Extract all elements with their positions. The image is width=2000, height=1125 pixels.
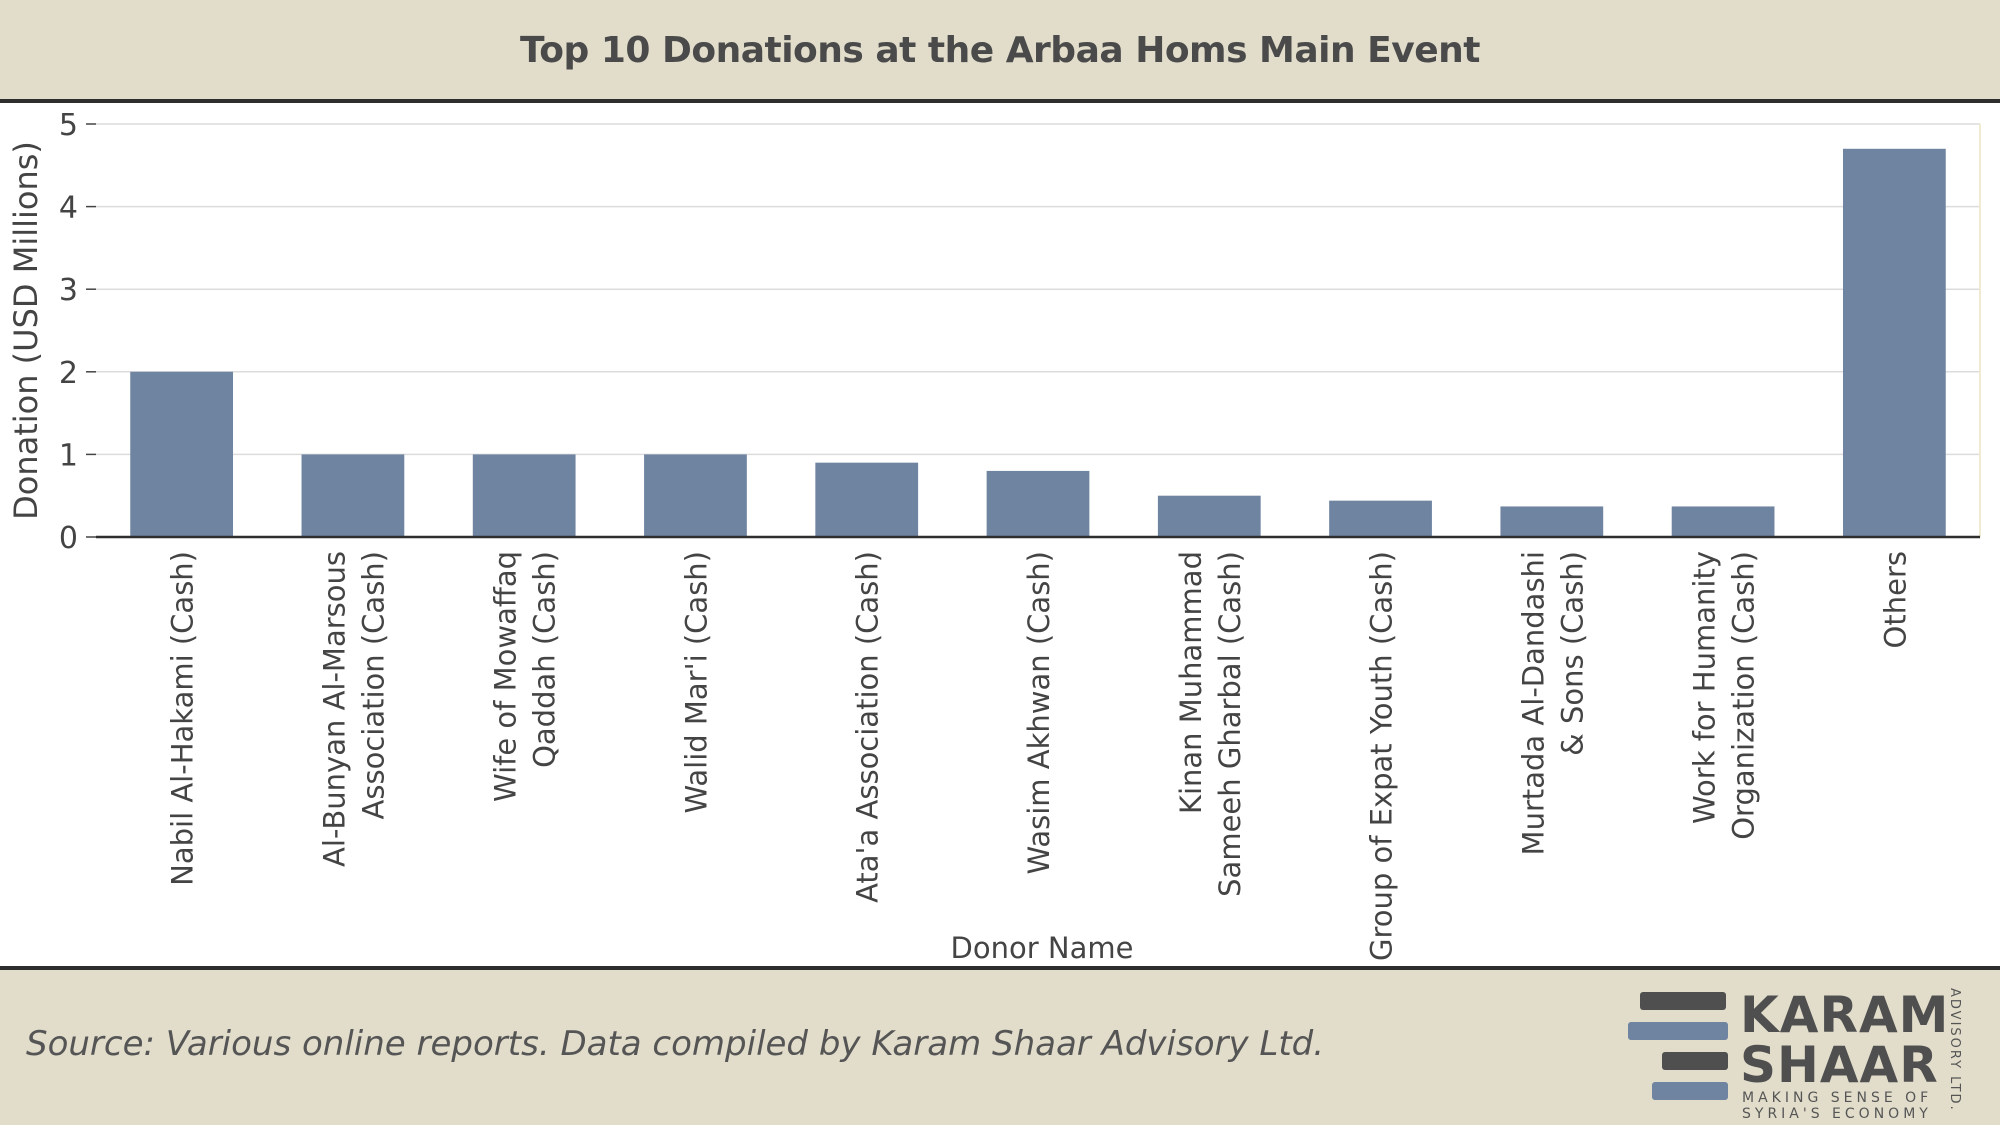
logo-stripe [1628,1022,1728,1040]
x-tick-label: Wife of Mowaffaq [489,551,523,802]
source-note: Source: Various online reports. Data com… [26,1024,1325,1064]
logo-word-shaar: SHAAR [1740,1036,1939,1094]
x-tick-label: Organization (Cash) [1727,551,1761,840]
x-axis-title: Donor Name [951,931,1134,965]
y-tick-label: 4 [59,191,78,226]
y-axis-title: Donation (USD Millions) [7,141,45,520]
y-tick-label: 3 [59,273,78,308]
logo-suffix: ADVISORY LTD. [1947,988,1962,1112]
x-tick-label: Work for Humanity [1688,551,1722,824]
logo-word-karam: KARAM [1740,986,1950,1044]
bar-chart: 0 1 2 3 4 5 Nabil Al-Hakami (Cash) Al-Bunyan Al… [7,108,1981,965]
x-tick-label: Qaddah (Cash) [528,551,562,768]
x-tick-label: Nabil Al-Hakami (Cash) [166,551,200,886]
x-tick-label: Murtada Al-Dandashi [1516,551,1550,855]
y-tick-label: 5 [59,108,78,143]
logo-stripe [1640,992,1726,1010]
logo-stripe [1652,1082,1728,1100]
header-band: Top 10 Donations at the Arbaa Homs Main … [0,0,2000,103]
y-tick-label: 2 [59,356,78,391]
bar [815,462,919,537]
logo-tagline-2: SYRIA'S ECONOMY [1742,1106,1932,1122]
bar [644,454,747,537]
x-tick-label: Wasim Akhwan (Cash) [1022,551,1056,874]
footer-band: Source: Various online reports. Data com… [0,966,2000,1125]
bar [1842,148,1946,537]
x-tick-label: Walid Mar'i (Cash) [679,551,713,813]
bar [472,454,576,537]
logo-tagline-1: MAKING SENSE OF [1742,1090,1933,1106]
bar [986,470,1090,537]
bar [1500,506,1604,537]
bar [130,371,234,537]
chart-area: 0 1 2 3 4 5 Nabil Al-Hakami (Cash) Al-Bunyan Al… [0,103,2000,967]
bar [1671,506,1775,537]
x-tick-label: Ata'a Association (Cash) [851,551,885,903]
bar [1157,495,1261,537]
x-tick-label: Kinan Muhammad [1174,551,1208,814]
y-tick-label: 0 [59,521,78,556]
x-tick-label: Group of Expat Youth (Cash) [1365,551,1399,961]
bar [1329,500,1432,537]
x-tick-label: Others [1878,551,1912,648]
bar [301,454,405,537]
x-tick-label: Association (Cash) [356,551,390,819]
x-tick-label: Sameeh Gharbal (Cash) [1213,551,1247,897]
y-tick-label: 1 [59,438,78,473]
chart-title: Top 10 Donations at the Arbaa Homs Main … [520,30,1480,71]
x-tick-label: Al-Bunyan Al-Marsous [317,551,351,867]
karam-shaar-logo: KARAM SHAAR MAKING SENSE OF SYRIA'S ECON… [1620,986,1980,1122]
logo-stripe [1662,1052,1728,1070]
x-tick-label: & Sons (Cash) [1555,551,1589,756]
